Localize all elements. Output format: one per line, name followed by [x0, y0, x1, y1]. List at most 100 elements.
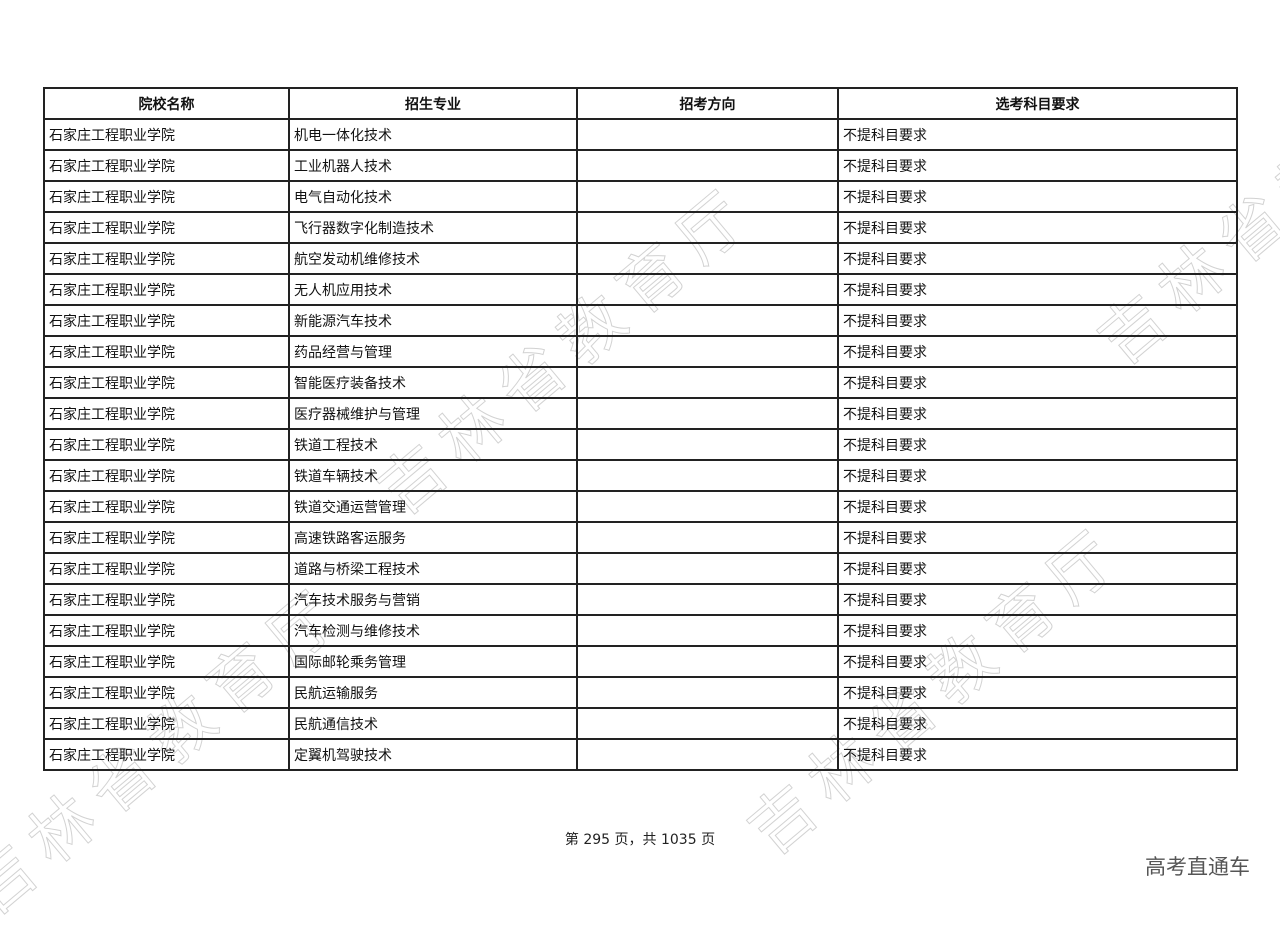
- cell-major: 无人机应用技术: [288, 273, 578, 306]
- table-row: 石家庄工程职业学院 铁道车辆技术 不提科目要求: [43, 459, 1238, 492]
- cell-school: 石家庄工程职业学院: [43, 273, 290, 306]
- cell-direction: [576, 397, 839, 430]
- cell-major: 民航通信技术: [288, 707, 578, 740]
- cell-school: 石家庄工程职业学院: [43, 676, 290, 709]
- cell-direction: [576, 149, 839, 182]
- table-row: 石家庄工程职业学院 药品经营与管理 不提科目要求: [43, 335, 1238, 368]
- cell-school: 石家庄工程职业学院: [43, 614, 290, 647]
- cell-major: 医疗器械维护与管理: [288, 397, 578, 430]
- brand-logo-text: 高考直通车: [1145, 855, 1250, 879]
- cell-major: 航空发动机维修技术: [288, 242, 578, 275]
- cell-school: 石家庄工程职业学院: [43, 583, 290, 616]
- table-row: 石家庄工程职业学院 智能医疗装备技术 不提科目要求: [43, 366, 1238, 399]
- cell-direction: [576, 335, 839, 368]
- table-row: 石家庄工程职业学院 铁道工程技术 不提科目要求: [43, 428, 1238, 461]
- cell-school: 石家庄工程职业学院: [43, 366, 290, 399]
- cell-school: 石家庄工程职业学院: [43, 118, 290, 151]
- cell-direction: [576, 614, 839, 647]
- cell-school: 石家庄工程职业学院: [43, 645, 290, 678]
- cell-major: 定翼机驾驶技术: [288, 738, 578, 771]
- table-row: 石家庄工程职业学院 定翼机驾驶技术 不提科目要求: [43, 738, 1238, 771]
- cell-direction: [576, 180, 839, 213]
- enrollment-table: 院校名称 招生专业 招考方向 选考科目要求 石家庄工程职业学院 机电一体化技术 不提…: [43, 87, 1238, 771]
- cell-direction: [576, 118, 839, 151]
- cell-school: 石家庄工程职业学院: [43, 521, 290, 554]
- header-subject-requirement: 选考科目要求: [837, 87, 1238, 120]
- cell-direction: [576, 242, 839, 275]
- table-row: 石家庄工程职业学院 汽车检测与维修技术 不提科目要求: [43, 614, 1238, 647]
- cell-subject-requirement: 不提科目要求: [837, 583, 1238, 616]
- cell-major: 铁道工程技术: [288, 428, 578, 461]
- cell-school: 石家庄工程职业学院: [43, 335, 290, 368]
- table-row: 石家庄工程职业学院 航空发动机维修技术 不提科目要求: [43, 242, 1238, 275]
- cell-direction: [576, 707, 839, 740]
- cell-school: 石家庄工程职业学院: [43, 459, 290, 492]
- table-row: 石家庄工程职业学院 道路与桥梁工程技术 不提科目要求: [43, 552, 1238, 585]
- cell-school: 石家庄工程职业学院: [43, 149, 290, 182]
- cell-major: 电气自动化技术: [288, 180, 578, 213]
- table-row: 石家庄工程职业学院 高速铁路客运服务 不提科目要求: [43, 521, 1238, 554]
- cell-subject-requirement: 不提科目要求: [837, 211, 1238, 244]
- cell-major: 飞行器数字化制造技术: [288, 211, 578, 244]
- cell-subject-requirement: 不提科目要求: [837, 707, 1238, 740]
- cell-school: 石家庄工程职业学院: [43, 304, 290, 337]
- page-number: 第 295 页，共 1035 页: [564, 832, 716, 848]
- cell-school: 石家庄工程职业学院: [43, 211, 290, 244]
- cell-subject-requirement: 不提科目要求: [837, 552, 1238, 585]
- table-row: 石家庄工程职业学院 医疗器械维护与管理 不提科目要求: [43, 397, 1238, 430]
- cell-subject-requirement: 不提科目要求: [837, 428, 1238, 461]
- cell-major: 民航运输服务: [288, 676, 578, 709]
- cell-subject-requirement: 不提科目要求: [837, 738, 1238, 771]
- cell-direction: [576, 645, 839, 678]
- table-row: 石家庄工程职业学院 铁道交通运营管理 不提科目要求: [43, 490, 1238, 523]
- header-major: 招生专业: [288, 87, 578, 120]
- cell-school: 石家庄工程职业学院: [43, 180, 290, 213]
- table-row: 石家庄工程职业学院 民航运输服务 不提科目要求: [43, 676, 1238, 709]
- cell-subject-requirement: 不提科目要求: [837, 676, 1238, 709]
- cell-major: 铁道车辆技术: [288, 459, 578, 492]
- cell-school: 石家庄工程职业学院: [43, 707, 290, 740]
- cell-school: 石家庄工程职业学院: [43, 490, 290, 523]
- table-row: 石家庄工程职业学院 无人机应用技术 不提科目要求: [43, 273, 1238, 306]
- cell-direction: [576, 366, 839, 399]
- cell-direction: [576, 428, 839, 461]
- cell-subject-requirement: 不提科目要求: [837, 645, 1238, 678]
- cell-direction: [576, 676, 839, 709]
- cell-major: 高速铁路客运服务: [288, 521, 578, 554]
- cell-school: 石家庄工程职业学院: [43, 428, 290, 461]
- cell-major: 机电一体化技术: [288, 118, 578, 151]
- cell-subject-requirement: 不提科目要求: [837, 521, 1238, 554]
- cell-direction: [576, 738, 839, 771]
- cell-subject-requirement: 不提科目要求: [837, 149, 1238, 182]
- cell-major: 铁道交通运营管理: [288, 490, 578, 523]
- cell-school: 石家庄工程职业学院: [43, 397, 290, 430]
- cell-direction: [576, 459, 839, 492]
- cell-subject-requirement: 不提科目要求: [837, 366, 1238, 399]
- table-row: 石家庄工程职业学院 工业机器人技术 不提科目要求: [43, 149, 1238, 182]
- cell-school: 石家庄工程职业学院: [43, 738, 290, 771]
- cell-major: 汽车技术服务与营销: [288, 583, 578, 616]
- cell-school: 石家庄工程职业学院: [43, 242, 290, 275]
- cell-direction: [576, 521, 839, 554]
- cell-major: 智能医疗装备技术: [288, 366, 578, 399]
- cell-direction: [576, 552, 839, 585]
- header-direction: 招考方向: [576, 87, 839, 120]
- table-row: 石家庄工程职业学院 新能源汽车技术 不提科目要求: [43, 304, 1238, 337]
- table-row: 石家庄工程职业学院 机电一体化技术 不提科目要求: [43, 118, 1238, 151]
- cell-major: 药品经营与管理: [288, 335, 578, 368]
- cell-major: 道路与桥梁工程技术: [288, 552, 578, 585]
- table-header-row: 院校名称 招生专业 招考方向 选考科目要求: [43, 87, 1238, 120]
- cell-direction: [576, 583, 839, 616]
- table-row: 石家庄工程职业学院 国际邮轮乘务管理 不提科目要求: [43, 645, 1238, 678]
- cell-subject-requirement: 不提科目要求: [837, 118, 1238, 151]
- cell-direction: [576, 211, 839, 244]
- cell-subject-requirement: 不提科目要求: [837, 304, 1238, 337]
- cell-direction: [576, 273, 839, 306]
- cell-subject-requirement: 不提科目要求: [837, 335, 1238, 368]
- header-school: 院校名称: [43, 87, 290, 120]
- table-row: 石家庄工程职业学院 电气自动化技术 不提科目要求: [43, 180, 1238, 213]
- cell-school: 石家庄工程职业学院: [43, 552, 290, 585]
- cell-direction: [576, 490, 839, 523]
- table-row: 石家庄工程职业学院 民航通信技术 不提科目要求: [43, 707, 1238, 740]
- table-row: 石家庄工程职业学院 汽车技术服务与营销 不提科目要求: [43, 583, 1238, 616]
